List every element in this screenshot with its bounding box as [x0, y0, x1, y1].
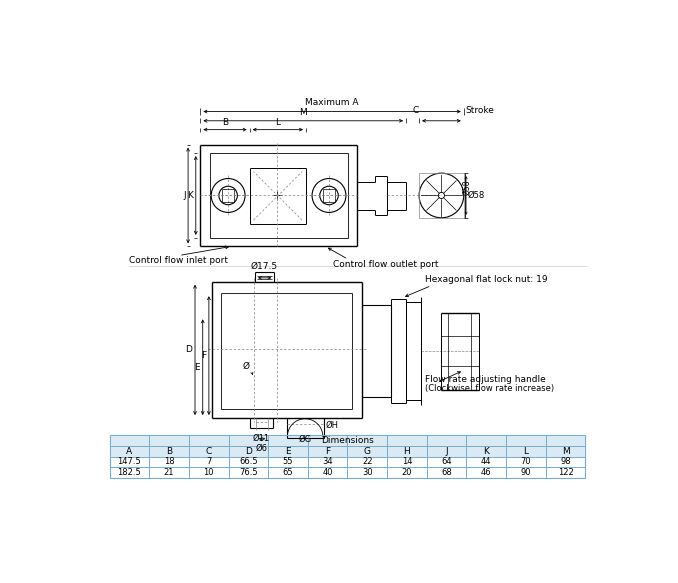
Text: Stroke: Stroke — [465, 106, 494, 115]
Text: Flow rate adjusting handle: Flow rate adjusting handle — [425, 375, 546, 384]
Text: 46: 46 — [481, 468, 492, 477]
Text: 22: 22 — [362, 458, 372, 466]
Text: F: F — [201, 351, 206, 360]
Text: Dimensions: Dimensions — [321, 436, 374, 445]
Text: Maximum A: Maximum A — [305, 98, 359, 107]
Text: L: L — [523, 447, 528, 455]
Text: Ø58: Ø58 — [468, 191, 485, 200]
Text: D: D — [245, 447, 252, 455]
Text: 68: 68 — [441, 468, 452, 477]
Text: J: J — [445, 447, 448, 455]
Text: H: H — [403, 447, 410, 455]
Text: (Clockwise: flow rate increase): (Clockwise: flow rate increase) — [425, 384, 555, 394]
Text: M: M — [561, 447, 570, 455]
Text: 64: 64 — [441, 458, 452, 466]
Text: 76.5: 76.5 — [239, 468, 258, 477]
Text: 122: 122 — [558, 468, 574, 477]
Text: B: B — [222, 118, 228, 127]
Text: E: E — [285, 447, 291, 455]
Text: 10: 10 — [203, 468, 214, 477]
Text: 18: 18 — [163, 458, 174, 466]
Text: 30: 30 — [362, 468, 373, 477]
Text: M: M — [299, 108, 307, 117]
Text: F: F — [325, 447, 330, 455]
Text: Ø: Ø — [243, 362, 250, 371]
Text: Ø6: Ø6 — [256, 444, 268, 452]
Text: 147.5: 147.5 — [117, 458, 141, 466]
Text: 44: 44 — [481, 458, 492, 466]
Text: 98: 98 — [560, 458, 571, 466]
Bar — [110, 435, 585, 446]
Text: C: C — [205, 447, 212, 455]
Bar — [110, 435, 585, 478]
Text: G: G — [364, 447, 371, 455]
Text: Ø17.5: Ø17.5 — [251, 262, 278, 271]
Text: Control flow outlet port: Control flow outlet port — [333, 260, 439, 269]
Text: 40: 40 — [323, 468, 333, 477]
Text: J: J — [184, 191, 186, 200]
Text: 182.5: 182.5 — [117, 468, 141, 477]
Text: E: E — [194, 363, 199, 372]
Text: 7: 7 — [206, 458, 212, 466]
Text: 65: 65 — [283, 468, 294, 477]
Text: Ø58: Ø58 — [462, 180, 471, 195]
Text: 90: 90 — [521, 468, 531, 477]
Text: ØG: ØG — [298, 435, 312, 444]
Text: K: K — [483, 447, 490, 455]
Text: ØH: ØH — [325, 421, 338, 430]
Text: Hexagonal flat lock nut: 19: Hexagonal flat lock nut: 19 — [425, 275, 548, 284]
Text: Control flow inlet port: Control flow inlet port — [129, 257, 228, 265]
Text: 70: 70 — [521, 458, 532, 466]
Text: 55: 55 — [283, 458, 294, 466]
Text: A: A — [126, 447, 132, 455]
Text: C: C — [412, 106, 418, 115]
Text: 66.5: 66.5 — [239, 458, 258, 466]
Text: K: K — [188, 191, 193, 200]
Text: L: L — [275, 118, 280, 127]
Text: D: D — [185, 345, 192, 354]
Text: 21: 21 — [164, 468, 174, 477]
Text: B: B — [166, 447, 172, 455]
Text: 34: 34 — [322, 458, 333, 466]
Text: 20: 20 — [401, 468, 412, 477]
Text: 14: 14 — [401, 458, 412, 466]
Text: Ø11: Ø11 — [253, 434, 270, 443]
Bar — [110, 446, 585, 456]
